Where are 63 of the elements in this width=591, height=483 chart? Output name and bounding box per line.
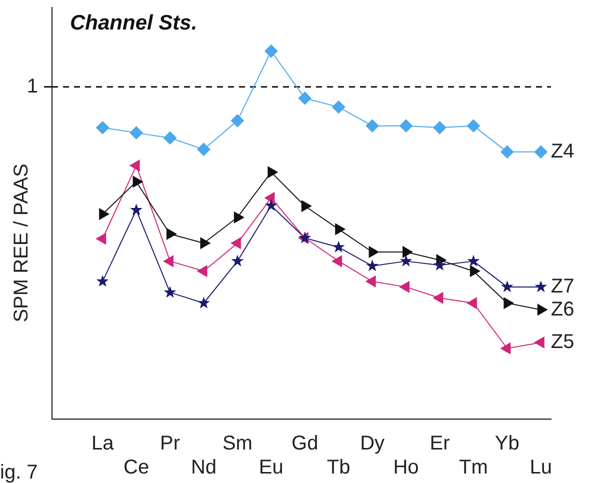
x-tick-label: Pr bbox=[160, 432, 180, 455]
point bbox=[433, 292, 444, 304]
point bbox=[164, 286, 176, 298]
point bbox=[164, 131, 177, 144]
point bbox=[500, 280, 514, 292]
x-tick-label: Sm bbox=[222, 432, 252, 455]
x-tick-label: Eu bbox=[258, 456, 284, 479]
point bbox=[230, 114, 244, 128]
point bbox=[231, 254, 244, 266]
x-tick-label: La bbox=[91, 432, 115, 455]
point bbox=[500, 145, 514, 158]
point bbox=[366, 276, 376, 288]
point bbox=[433, 121, 446, 134]
point bbox=[332, 240, 345, 252]
x-tick-label: Ho bbox=[393, 456, 419, 479]
point bbox=[332, 100, 346, 114]
series-label: Z5 bbox=[550, 331, 574, 353]
series-label: Z6 bbox=[550, 298, 574, 320]
point bbox=[264, 192, 275, 204]
point bbox=[534, 280, 548, 292]
point bbox=[466, 119, 480, 132]
point bbox=[400, 254, 412, 266]
point bbox=[434, 258, 446, 270]
point bbox=[500, 342, 511, 354]
y-axis-title: SPM REE / PAAS bbox=[10, 164, 33, 322]
point bbox=[130, 126, 143, 140]
x-tick-label: Er bbox=[430, 432, 450, 455]
point bbox=[130, 160, 140, 172]
ref-line-label: 1 bbox=[26, 75, 38, 98]
point bbox=[264, 44, 278, 58]
series-label: Z4 bbox=[550, 140, 574, 162]
chart-title: Channel Sts. bbox=[70, 11, 198, 34]
text: ig. 7 bbox=[0, 462, 38, 483]
point bbox=[537, 304, 548, 316]
point bbox=[400, 281, 410, 293]
point bbox=[198, 296, 210, 308]
x-tick-label: Nd bbox=[190, 456, 217, 479]
point bbox=[400, 119, 413, 132]
x-tick-label: Tm bbox=[459, 456, 488, 479]
point bbox=[96, 274, 109, 287]
point bbox=[366, 259, 378, 272]
point bbox=[298, 92, 312, 105]
x-tick-label: Gd bbox=[292, 432, 318, 455]
point bbox=[332, 255, 342, 267]
point bbox=[164, 255, 174, 267]
point bbox=[298, 232, 312, 244]
point bbox=[197, 265, 208, 277]
x-tick-label: Tb bbox=[326, 456, 350, 479]
point bbox=[197, 142, 210, 156]
point bbox=[366, 119, 379, 132]
point bbox=[130, 204, 142, 216]
point bbox=[534, 145, 548, 158]
point bbox=[96, 121, 110, 134]
point bbox=[230, 237, 241, 249]
x-tick-label: Dy bbox=[360, 432, 385, 455]
series-label: Z7 bbox=[550, 275, 574, 298]
x-tick-label: Yb bbox=[494, 432, 520, 455]
point bbox=[96, 233, 106, 244]
point bbox=[470, 265, 480, 277]
point bbox=[264, 199, 278, 211]
point bbox=[467, 254, 480, 266]
x-tick-label: Ce bbox=[124, 456, 150, 479]
x-tick-label: Lu bbox=[530, 456, 552, 479]
